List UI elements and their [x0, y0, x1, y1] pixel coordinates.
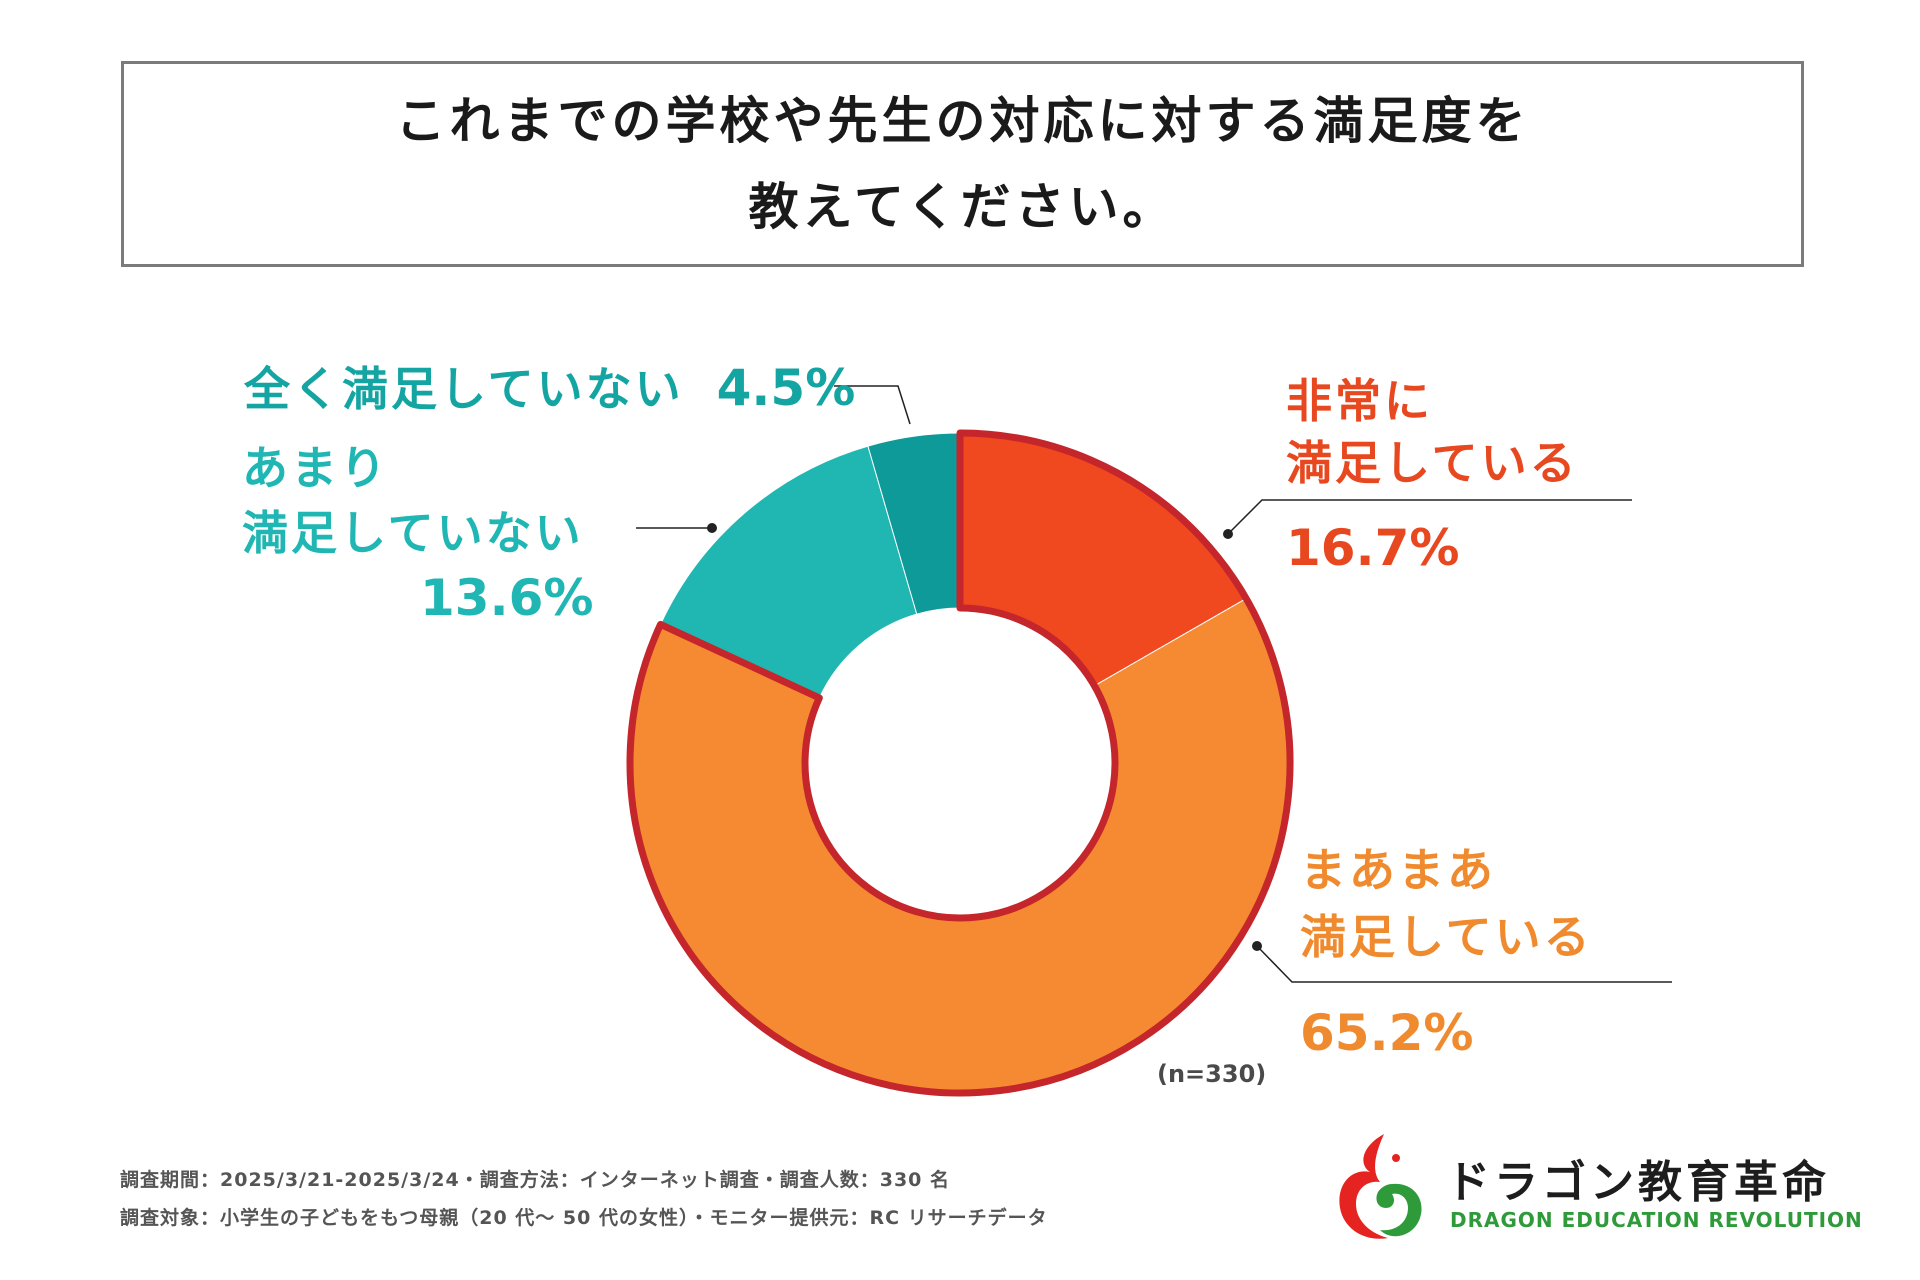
leader-somewhat	[1256, 945, 1672, 983]
label-very-pct: 16.7%	[1286, 519, 1460, 577]
label-very-1: 非常に	[1286, 374, 1433, 428]
leader-somewhat-dot	[1252, 941, 1262, 951]
donut-slice-2	[629, 597, 1291, 1094]
leader-not-much-dot	[707, 523, 717, 533]
footer-line-2: 調査対象：小学生の子どもをもつ母親（20 代～ 50 代の女性）・モニター提供元…	[120, 1207, 1048, 1229]
label-none-text: 全く満足していない	[244, 362, 684, 416]
label-not-much-pct: 13.6%	[420, 569, 594, 627]
footer-line-1: 調査期間：2025/3/21-2025/3/24・調査方法：インターネット調査・…	[120, 1169, 951, 1191]
label-somewhat-1: まあまあ	[1300, 843, 1496, 897]
label-very-2: 満足している	[1286, 436, 1579, 490]
title-line-1: これまでの学校や先生の対応に対する満足度を	[395, 92, 1530, 150]
label-somewhat-2: 満足している	[1300, 910, 1593, 964]
label-not-much-1: あまり	[242, 441, 389, 495]
brand-name-ja: ドラゴン教育革命	[1446, 1157, 1830, 1208]
sample-size: (n=330)	[1157, 1060, 1267, 1088]
leader-none	[834, 385, 911, 425]
donut-slice-3	[659, 445, 918, 699]
brand-name-en: DRAGON EDUCATION REVOLUTION	[1450, 1208, 1863, 1232]
label-somewhat-pct: 65.2%	[1300, 1004, 1474, 1062]
label-not-much-2: 満足していない	[242, 506, 584, 560]
label-none: 全く満足していない 4.5%	[244, 357, 855, 420]
satisfied-highlight-outline	[626, 429, 1294, 1097]
title-box: これまでの学校や先生の対応に対する満足度を 教えてください。	[121, 61, 1804, 267]
leader-very-dot	[1223, 529, 1233, 539]
label-none-pct: 4.5%	[716, 359, 856, 417]
title-line-2: 教えてください。	[748, 178, 1177, 236]
leader-very	[1227, 499, 1632, 535]
dragon-logo-icon	[1339, 1134, 1422, 1239]
